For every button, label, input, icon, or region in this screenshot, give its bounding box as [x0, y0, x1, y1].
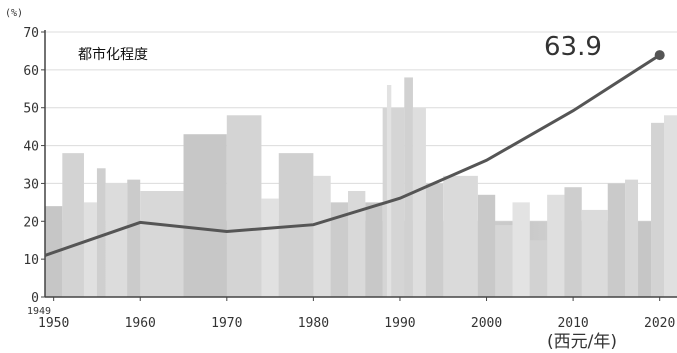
skyline-building	[313, 175, 331, 297]
skyline-building	[564, 187, 582, 297]
skyline-building	[477, 194, 496, 297]
series-points	[654, 50, 665, 61]
skyline-building	[581, 209, 608, 297]
skyline-decoration	[45, 77, 677, 298]
skyline-building	[365, 202, 383, 297]
skyline-building	[261, 198, 279, 297]
y-tick-label: 40	[23, 140, 39, 155]
skyline-building	[404, 77, 413, 297]
x-unit-label: (西元/年)	[547, 332, 617, 352]
skyline-building	[105, 183, 128, 297]
x-tick-label: 2020	[644, 316, 675, 331]
skyline-building	[495, 225, 513, 297]
skyline-building	[547, 194, 565, 297]
y-tick-label: 60	[23, 64, 39, 79]
skyline-building	[348, 191, 366, 297]
skyline-building	[96, 168, 106, 297]
skyline-building	[83, 202, 97, 297]
y-tick-labels: 0 10 20 30 40 50 60 70	[23, 26, 45, 306]
skyline-building	[62, 153, 84, 297]
x-tick-label: 1980	[298, 316, 329, 331]
skyline-building	[412, 107, 426, 297]
y-tick-label: 50	[23, 102, 39, 117]
series-endpoint	[654, 50, 665, 61]
x-tick-label: 2000	[471, 316, 502, 331]
skyline-building	[607, 183, 626, 297]
y-tick-label: 0	[31, 291, 39, 306]
skyline-building	[425, 183, 444, 297]
x-tick-labels: 1950 1960 1970 1980 1990 2000 2010 2020	[38, 297, 675, 331]
y-tick-label: 70	[23, 26, 39, 41]
x-tick-label: 1960	[125, 316, 156, 331]
skyline-building	[625, 179, 639, 297]
x-tick-label: 1990	[384, 316, 415, 331]
skyline-building	[140, 191, 184, 297]
skyline-building	[443, 175, 478, 297]
axes	[44, 30, 677, 298]
skyline-building	[226, 115, 262, 298]
skyline-building	[183, 134, 227, 297]
skyline-building	[664, 115, 677, 298]
x-tick-label: 1950	[38, 316, 69, 331]
skyline-building	[529, 240, 548, 297]
skyline-building	[330, 202, 349, 297]
x-tick-label: 2010	[557, 316, 588, 331]
y-tick-label: 30	[23, 177, 39, 192]
x-origin-label: 1949	[27, 306, 51, 317]
y-tick-label: 20	[23, 215, 39, 230]
skyline-building	[638, 221, 652, 297]
y-tick-label: 10	[23, 253, 39, 268]
end-value-label: 63.9	[544, 32, 602, 62]
skyline-building	[651, 122, 665, 297]
chart-title: 都市化程度	[78, 46, 148, 63]
skyline-building	[386, 85, 392, 297]
x-tick-label: 1970	[211, 316, 242, 331]
skyline-building	[512, 202, 530, 297]
y-unit-label: (%)	[5, 8, 23, 19]
skyline-building	[127, 179, 141, 297]
series-line	[44, 53, 661, 257]
